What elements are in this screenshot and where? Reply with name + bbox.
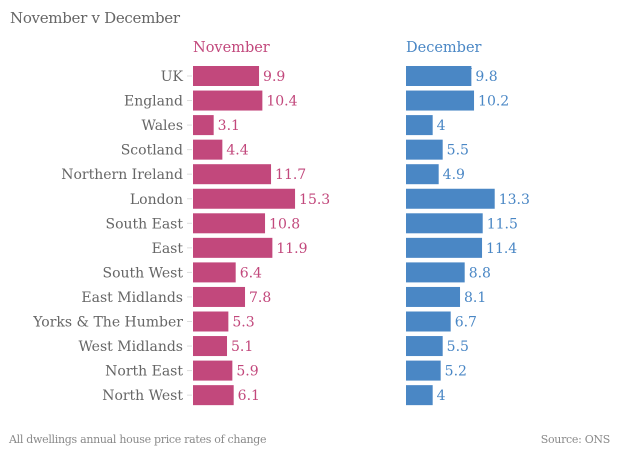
category-label: West Midlands <box>78 339 183 355</box>
value-label: 9.8 <box>475 69 497 85</box>
value-label: 10.2 <box>478 94 509 110</box>
value-label: 4.9 <box>443 167 465 183</box>
bar-december <box>406 262 465 283</box>
value-label: 5.9 <box>236 364 258 380</box>
category-label: East <box>152 241 184 257</box>
value-label: 6.7 <box>455 315 477 331</box>
bar-december <box>406 188 495 209</box>
chart-source: Source: ONS <box>540 433 611 446</box>
bar-november <box>193 139 223 160</box>
category-label: North East <box>105 364 183 380</box>
category-label: Yorks & The Humber <box>32 315 183 331</box>
bar-november <box>193 237 273 258</box>
chart-footnote: All dwellings annual house price rates o… <box>9 433 267 446</box>
bar-december <box>406 90 475 111</box>
category-label: Wales <box>142 118 183 134</box>
chart-title: November v December <box>10 9 180 27</box>
value-label: 5.3 <box>232 315 254 331</box>
category-label: England <box>124 94 183 110</box>
bar-november <box>193 66 260 86</box>
bar-december <box>406 336 443 357</box>
value-label: 4 <box>437 388 446 404</box>
bar-november <box>193 286 246 307</box>
value-label: 11.4 <box>486 241 517 257</box>
bar-december <box>406 360 441 381</box>
value-label: 5.5 <box>447 339 469 355</box>
series-title: December <box>406 40 482 56</box>
bar-november <box>193 311 229 332</box>
value-label: 5.2 <box>445 364 467 380</box>
value-label: 5.1 <box>231 339 253 355</box>
bar-november <box>193 336 228 357</box>
value-label: 6.1 <box>238 388 260 404</box>
value-label: 6.4 <box>240 265 262 281</box>
category-label: UK <box>161 69 184 85</box>
value-label: 11.5 <box>487 216 518 232</box>
bar-december <box>406 311 451 332</box>
value-label: 11.7 <box>275 167 306 183</box>
bar-december <box>406 237 483 258</box>
value-label: 4 <box>437 118 446 134</box>
value-label: 8.1 <box>464 290 486 306</box>
category-label: North West <box>102 388 183 404</box>
category-label: East Midlands <box>81 290 183 306</box>
category-label: South West <box>103 265 184 281</box>
bar-december <box>406 385 433 406</box>
bar-december <box>406 115 433 136</box>
category-label: London <box>130 192 183 208</box>
bar-november <box>193 115 214 136</box>
series-title: November <box>193 40 270 56</box>
value-label: 9.9 <box>263 69 285 85</box>
value-label: 15.3 <box>299 192 330 208</box>
value-label: 8.8 <box>469 265 491 281</box>
bar-november <box>193 164 272 185</box>
bar-november <box>193 262 236 283</box>
category-label: Northern Ireland <box>61 167 183 183</box>
category-label: South East <box>105 216 183 232</box>
value-label: 11.9 <box>276 241 307 257</box>
bar-november <box>193 360 233 381</box>
bar-december <box>406 286 461 307</box>
value-label: 10.4 <box>266 94 297 110</box>
bar-november <box>193 188 296 209</box>
bar-november <box>193 213 266 234</box>
value-label: 13.3 <box>499 192 530 208</box>
value-label: 10.8 <box>269 216 300 232</box>
bar-december <box>406 164 439 185</box>
bar-december <box>406 139 443 160</box>
value-label: 5.5 <box>447 143 469 159</box>
value-label: 7.8 <box>249 290 271 306</box>
bar-november <box>193 385 234 406</box>
bar-december <box>406 213 483 234</box>
bar-november <box>193 90 263 111</box>
category-label: Scotland <box>121 143 183 159</box>
value-label: 4.4 <box>226 143 248 159</box>
value-label: 3.1 <box>218 118 240 134</box>
bar-december <box>406 66 472 86</box>
